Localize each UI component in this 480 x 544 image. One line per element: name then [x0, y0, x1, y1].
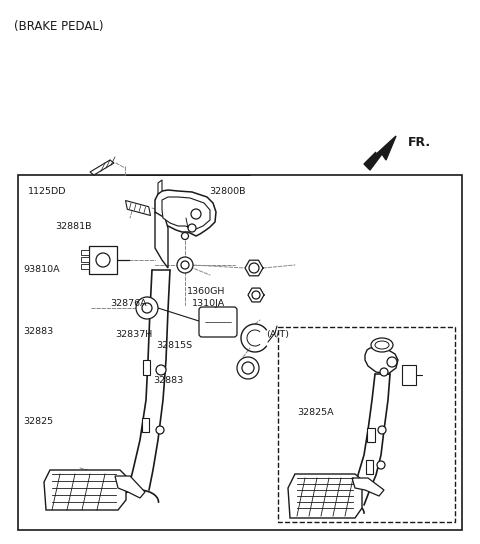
Circle shape	[177, 257, 193, 273]
FancyBboxPatch shape	[89, 246, 117, 274]
Circle shape	[96, 253, 110, 267]
Circle shape	[188, 224, 196, 232]
Text: 32883: 32883	[154, 376, 184, 385]
Polygon shape	[367, 428, 375, 442]
Bar	[81, 250, 89, 255]
Polygon shape	[364, 136, 396, 170]
Bar	[18, 175, 462, 530]
Text: 1360GH: 1360GH	[187, 287, 226, 296]
Ellipse shape	[375, 341, 389, 349]
Text: 32815S: 32815S	[156, 341, 192, 350]
Polygon shape	[155, 212, 168, 268]
Polygon shape	[248, 288, 264, 302]
FancyBboxPatch shape	[402, 365, 416, 385]
Text: 32825A: 32825A	[298, 408, 334, 417]
Text: 32837H: 32837H	[115, 330, 153, 339]
Circle shape	[249, 263, 259, 273]
Text: FR.: FR.	[408, 137, 431, 150]
Text: 32883: 32883	[23, 327, 53, 336]
Text: 1310JA: 1310JA	[192, 299, 225, 308]
Circle shape	[136, 297, 158, 319]
Bar	[81, 264, 89, 269]
Text: (A/T): (A/T)	[266, 330, 289, 339]
Polygon shape	[344, 374, 390, 505]
Text: 93810A: 93810A	[23, 265, 60, 274]
Text: 32876A: 32876A	[110, 299, 147, 308]
Polygon shape	[155, 190, 216, 236]
Polygon shape	[162, 197, 210, 229]
Circle shape	[378, 426, 386, 434]
Circle shape	[181, 232, 189, 239]
Polygon shape	[142, 418, 149, 432]
Polygon shape	[366, 460, 373, 474]
Polygon shape	[352, 478, 384, 496]
Circle shape	[191, 209, 201, 219]
Text: 32881B: 32881B	[55, 222, 92, 231]
Text: 32825: 32825	[23, 417, 53, 426]
Polygon shape	[158, 180, 162, 194]
Polygon shape	[44, 470, 126, 510]
Ellipse shape	[371, 338, 393, 352]
Text: (BRAKE PEDAL): (BRAKE PEDAL)	[14, 20, 104, 33]
Circle shape	[142, 303, 152, 313]
FancyBboxPatch shape	[199, 307, 237, 337]
Circle shape	[156, 426, 164, 434]
Circle shape	[252, 291, 260, 299]
Polygon shape	[115, 476, 145, 498]
Text: 32800B: 32800B	[209, 187, 245, 196]
Polygon shape	[245, 260, 263, 276]
Polygon shape	[143, 360, 150, 375]
Circle shape	[181, 261, 189, 269]
Bar	[278, 327, 455, 522]
Circle shape	[377, 461, 385, 469]
Polygon shape	[90, 160, 114, 175]
Polygon shape	[288, 474, 362, 518]
Polygon shape	[365, 348, 398, 374]
Circle shape	[242, 362, 254, 374]
Polygon shape	[125, 201, 151, 215]
Circle shape	[156, 365, 166, 375]
Text: 1125DD: 1125DD	[28, 187, 66, 196]
Polygon shape	[128, 270, 170, 490]
Bar	[81, 257, 89, 262]
Circle shape	[380, 368, 388, 376]
Circle shape	[237, 357, 259, 379]
Circle shape	[387, 357, 397, 367]
